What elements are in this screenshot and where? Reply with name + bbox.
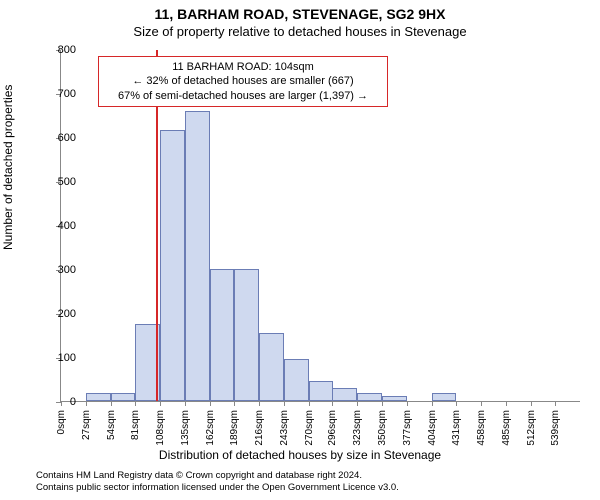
- histogram-bar: [332, 388, 357, 401]
- y-tick-label: 400: [58, 220, 76, 232]
- y-tick-label: 200: [58, 308, 76, 320]
- x-tick-label: 296sqm: [327, 410, 338, 450]
- footer-line-2: Contains public sector information licen…: [36, 482, 590, 494]
- x-tick-label: 108sqm: [155, 410, 166, 450]
- y-tick-label: 0: [70, 396, 76, 408]
- x-tick-label: 458sqm: [476, 410, 487, 450]
- histogram-bar: [382, 396, 407, 401]
- x-tick: [555, 401, 556, 406]
- x-tick: [382, 401, 383, 406]
- x-tick-label: 162sqm: [205, 410, 216, 450]
- y-axis-label: Number of detached properties: [1, 85, 15, 250]
- x-tick-label: 350sqm: [377, 410, 388, 450]
- y-tick-label: 600: [58, 132, 76, 144]
- chart-title-address: 11, BARHAM ROAD, STEVENAGE, SG2 9HX: [0, 6, 600, 22]
- x-tick: [309, 401, 310, 406]
- x-tick: [407, 401, 408, 406]
- x-tick-label: 539sqm: [550, 410, 561, 450]
- footer-line-1: Contains HM Land Registry data © Crown c…: [36, 470, 590, 482]
- x-tick-label: 270sqm: [304, 410, 315, 450]
- x-tick: [185, 401, 186, 406]
- histogram-bar: [432, 393, 457, 401]
- x-tick: [481, 401, 482, 406]
- annotation-line-1: 11 BARHAM ROAD: 104sqm: [105, 60, 381, 74]
- x-tick: [135, 401, 136, 406]
- x-tick-label: 54sqm: [106, 410, 117, 450]
- x-tick: [234, 401, 235, 406]
- histogram-bar: [259, 333, 284, 401]
- y-tick-label: 100: [58, 352, 76, 364]
- x-tick: [432, 401, 433, 406]
- histogram-bar: [357, 393, 382, 401]
- x-tick: [332, 401, 333, 406]
- y-tick-label: 300: [58, 264, 76, 276]
- histogram-bar: [284, 359, 309, 401]
- x-tick-label: 27sqm: [81, 410, 92, 450]
- x-tick-label: 377sqm: [402, 410, 413, 450]
- y-tick-label: 500: [58, 176, 76, 188]
- y-tick-label: 800: [58, 44, 76, 56]
- x-tick-label: 512sqm: [526, 410, 537, 450]
- histogram-bar: [86, 393, 111, 401]
- x-tick-label: 404sqm: [427, 410, 438, 450]
- x-tick-label: 189sqm: [229, 410, 240, 450]
- annotation-line-3: 67% of semi-detached houses are larger (…: [105, 89, 381, 103]
- x-tick: [86, 401, 87, 406]
- x-tick: [210, 401, 211, 406]
- x-tick: [61, 401, 62, 406]
- marker-annotation-box: 11 BARHAM ROAD: 104sqm ← 32% of detached…: [98, 56, 388, 107]
- histogram-bar: [111, 393, 136, 401]
- x-tick-label: 216sqm: [254, 410, 265, 450]
- histogram-bar: [160, 130, 185, 401]
- y-tick-label: 700: [58, 88, 76, 100]
- histogram-bar: [309, 381, 334, 401]
- histogram-bar: [185, 111, 210, 401]
- histogram-bar: [234, 269, 259, 401]
- x-tick-label: 485sqm: [501, 410, 512, 450]
- x-tick-label: 431sqm: [451, 410, 462, 450]
- x-tick: [357, 401, 358, 406]
- x-axis-label: Distribution of detached houses by size …: [0, 448, 600, 462]
- x-tick-label: 135sqm: [180, 410, 191, 450]
- annotation-line-2: ← 32% of detached houses are smaller (66…: [105, 74, 381, 88]
- x-tick-label: 81sqm: [130, 410, 141, 450]
- x-tick-label: 243sqm: [279, 410, 290, 450]
- x-tick: [284, 401, 285, 406]
- x-tick: [259, 401, 260, 406]
- histogram-bar: [210, 269, 235, 401]
- x-tick: [111, 401, 112, 406]
- chart-subtitle: Size of property relative to detached ho…: [0, 24, 600, 39]
- x-tick: [160, 401, 161, 406]
- x-tick: [456, 401, 457, 406]
- x-tick: [506, 401, 507, 406]
- x-tick: [531, 401, 532, 406]
- footer-attribution: Contains HM Land Registry data © Crown c…: [36, 470, 590, 494]
- x-tick-label: 323sqm: [352, 410, 363, 450]
- x-tick-label: 0sqm: [56, 410, 67, 450]
